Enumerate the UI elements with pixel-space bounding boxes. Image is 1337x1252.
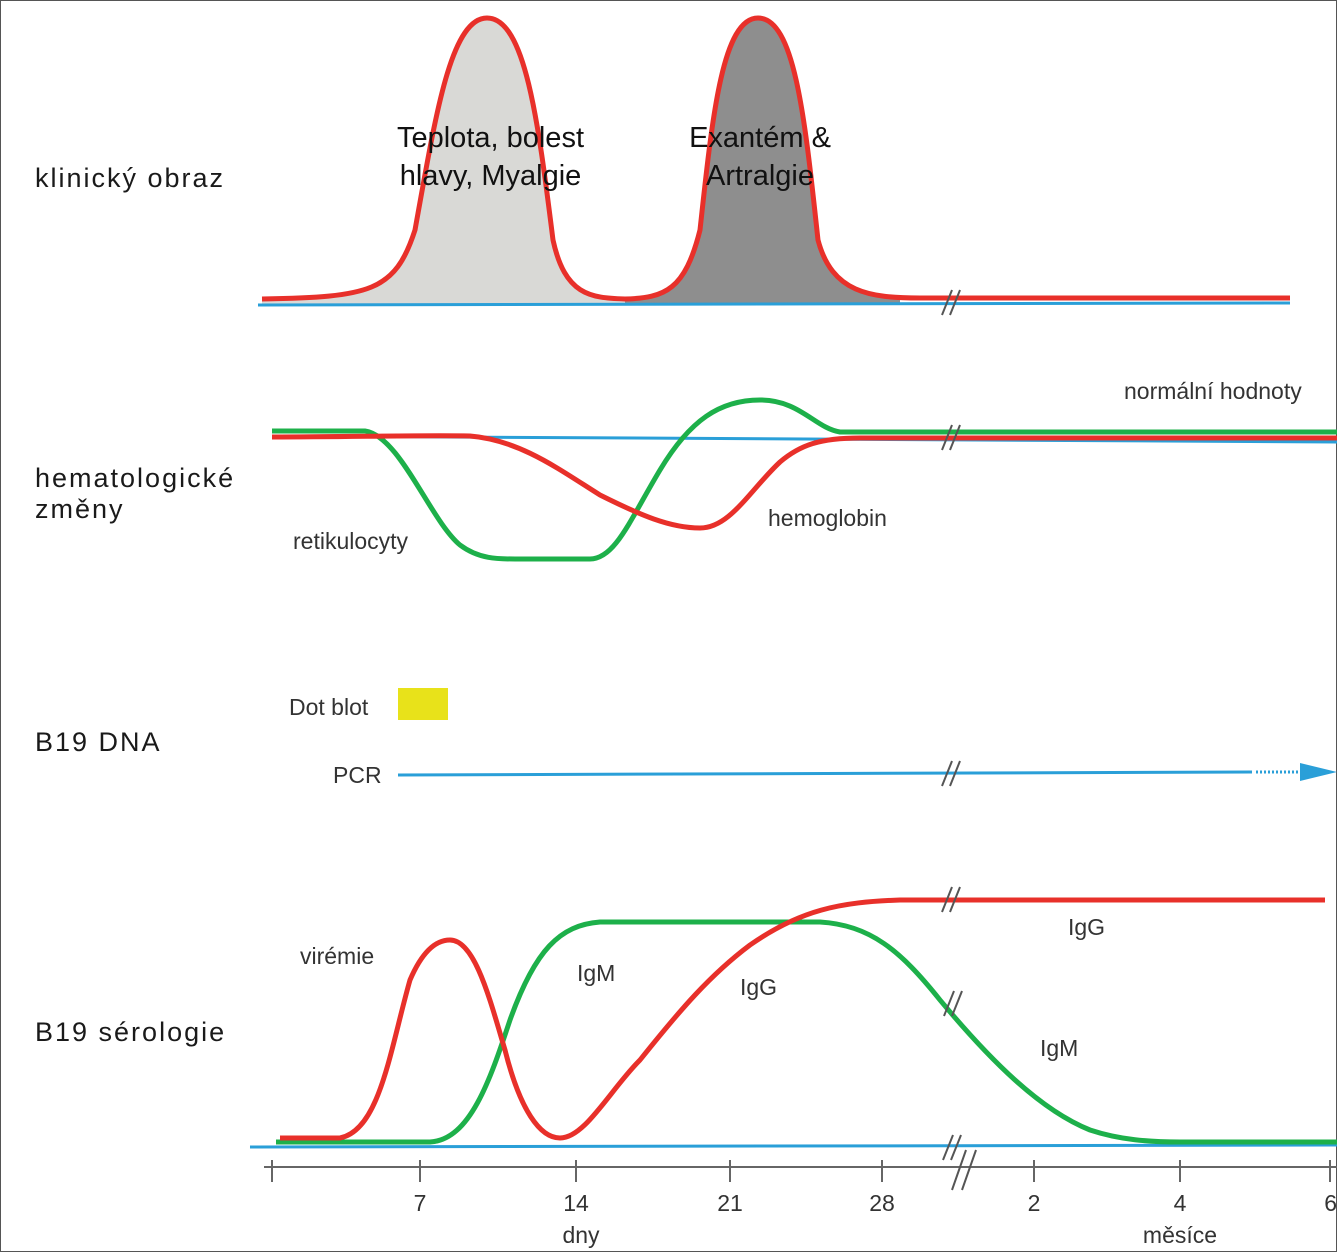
time-axis-ticks	[271, 1160, 1331, 1182]
tick-label-month-2: 2	[1027, 1190, 1041, 1216]
axis-break-mark	[951, 1149, 977, 1191]
serology-baseline	[249, 1143, 1337, 1149]
igm-curve	[276, 919, 1337, 1145]
igg-early-label: IgG	[740, 974, 778, 1000]
pcr-line	[397, 770, 1253, 777]
phase-fever-label-1: Teplota, bolest	[396, 122, 584, 154]
row-title-clinical: klinický obraz	[35, 163, 226, 193]
fever-peak-fill	[262, 18, 625, 304]
igm-early-label: IgM	[577, 960, 616, 986]
dot-blot-label: Dot blot	[289, 694, 369, 720]
igm-late-label: IgM	[1040, 1035, 1079, 1061]
axis-unit-days: dny	[562, 1222, 600, 1248]
phase-fever-label-2: hlavy, Myalgie	[399, 160, 582, 192]
time-axis	[264, 1149, 1337, 1191]
igg-late-label: IgG	[1068, 914, 1106, 940]
axis-break-mark	[941, 886, 963, 1161]
pcr-arrowhead	[1300, 763, 1337, 781]
clinical-curve	[261, 15, 1290, 302]
axis-break-mark	[941, 760, 961, 787]
row-title-dna: B19 DNA	[35, 727, 162, 757]
hematology-row	[271, 397, 1337, 562]
phase-exanthem-label-2: Artralgie	[706, 160, 814, 192]
reticulocytes-curve	[272, 397, 1337, 562]
row-title-serology: B19 sérologie	[35, 1017, 227, 1047]
normal-values-label: normální hodnoty	[1124, 378, 1302, 404]
dna-row	[397, 688, 1337, 787]
tick-label-day-21: 21	[717, 1190, 743, 1216]
clinical-baseline	[257, 301, 1291, 307]
hemoglobin-curve	[271, 433, 1337, 531]
phase-exanthem-label-1: Exantém &	[689, 122, 831, 154]
axis-unit-months: měsíce	[1142, 1222, 1218, 1248]
tick-label-month-4: 4	[1173, 1190, 1187, 1216]
reticulocytes-label: retikulocyty	[293, 528, 409, 554]
viremia-curve	[280, 897, 1325, 1141]
axis-break-mark	[941, 289, 961, 316]
clinical-row	[257, 15, 1291, 316]
pcr-label: PCR	[333, 762, 382, 788]
tick-label-month-6: 6	[1324, 1190, 1337, 1216]
viremia-label: virémie	[300, 943, 375, 969]
row-title-hematology: hematologické	[35, 463, 236, 493]
dot-blot-bar	[398, 688, 448, 720]
axis-break-mark	[941, 424, 961, 451]
row-title-hematology-2: změny	[35, 494, 125, 524]
exanthem-peak-fill	[625, 18, 900, 304]
hemoglobin-label: hemoglobin	[768, 505, 887, 531]
serology-row	[249, 886, 1337, 1161]
tick-label-day-14: 14	[563, 1190, 589, 1216]
tick-label-day-7: 7	[413, 1190, 427, 1216]
tick-label-day-28: 28	[869, 1190, 895, 1216]
